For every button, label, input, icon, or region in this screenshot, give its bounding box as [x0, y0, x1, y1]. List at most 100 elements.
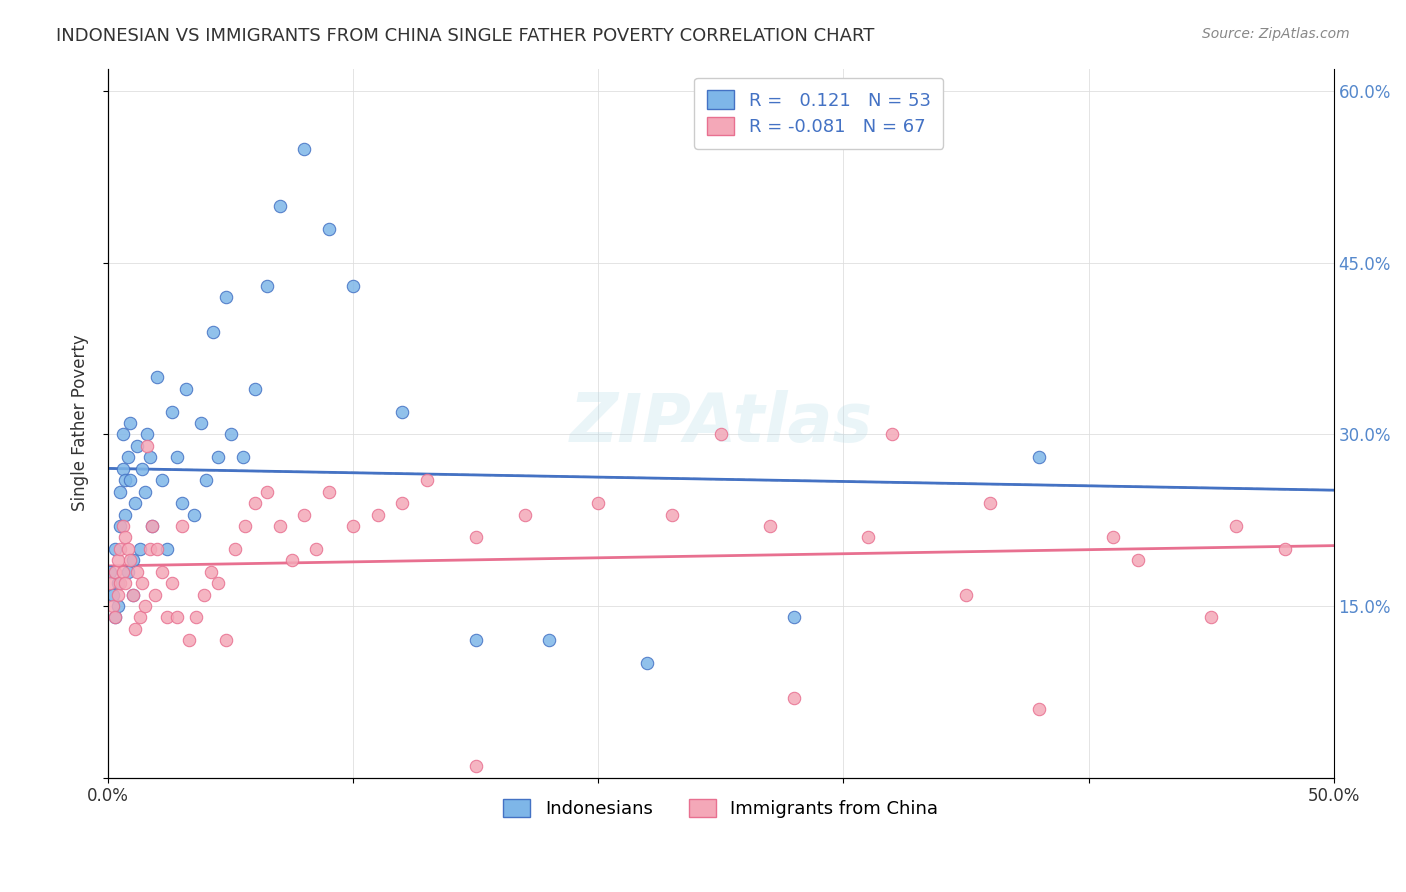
Point [117, 565, 139, 579]
Point [759, 519, 782, 533]
Point [342, 278, 364, 293]
Point [114, 473, 136, 487]
Point [141, 519, 163, 533]
Point [101, 599, 124, 613]
Point [121, 588, 143, 602]
Point [1225, 519, 1247, 533]
Point [138, 450, 160, 465]
Point [464, 759, 486, 773]
Point [118, 473, 141, 487]
Point [117, 541, 139, 556]
Point [111, 519, 134, 533]
Point [243, 496, 266, 510]
Point [170, 519, 193, 533]
Point [121, 553, 143, 567]
Point [214, 633, 236, 648]
Point [1126, 553, 1149, 567]
Point [979, 496, 1001, 510]
Point [636, 656, 658, 670]
Point [110, 519, 132, 533]
Point [190, 416, 212, 430]
Point [104, 541, 127, 556]
Point [156, 541, 179, 556]
Point [464, 530, 486, 544]
Point [128, 541, 150, 556]
Point [710, 427, 733, 442]
Point [118, 416, 141, 430]
Point [269, 199, 291, 213]
Point [136, 439, 159, 453]
Point [224, 541, 246, 556]
Point [110, 484, 132, 499]
Point [233, 519, 256, 533]
Point [107, 576, 129, 591]
Point [124, 496, 146, 510]
Point [292, 508, 315, 522]
Point [219, 427, 242, 442]
Point [256, 484, 278, 499]
Point [134, 484, 156, 499]
Point [150, 473, 173, 487]
Point [114, 530, 136, 544]
Point [160, 404, 183, 418]
Point [101, 588, 124, 602]
Point [1274, 541, 1296, 556]
Point [110, 541, 132, 556]
Point [415, 473, 437, 487]
Point [100, 565, 122, 579]
Point [391, 496, 413, 510]
Point [107, 588, 129, 602]
Point [118, 553, 141, 567]
Point [166, 610, 188, 624]
Point [256, 278, 278, 293]
Point [176, 382, 198, 396]
Point [281, 553, 304, 567]
Point [100, 576, 122, 591]
Point [292, 142, 315, 156]
Point [586, 496, 609, 510]
Point [127, 439, 149, 453]
Point [305, 541, 328, 556]
Point [391, 404, 413, 418]
Point [150, 565, 173, 579]
Point [114, 576, 136, 591]
Point [856, 530, 879, 544]
Point [538, 633, 561, 648]
Point [207, 450, 229, 465]
Point [146, 370, 169, 384]
Point [1028, 702, 1050, 716]
Point [955, 588, 977, 602]
Point [136, 427, 159, 442]
Point [131, 576, 153, 591]
Point [134, 599, 156, 613]
Point [232, 450, 254, 465]
Point [156, 610, 179, 624]
Point [177, 633, 200, 648]
Point [367, 508, 389, 522]
Text: Source: ZipAtlas.com: Source: ZipAtlas.com [1202, 27, 1350, 41]
Point [207, 576, 229, 591]
Point [121, 588, 143, 602]
Point [138, 541, 160, 556]
Point [111, 565, 134, 579]
Point [146, 541, 169, 556]
Point [1199, 610, 1222, 624]
Point [193, 588, 215, 602]
Point [104, 610, 127, 624]
Text: INDONESIAN VS IMMIGRANTS FROM CHINA SINGLE FATHER POVERTY CORRELATION CHART: INDONESIAN VS IMMIGRANTS FROM CHINA SING… [56, 27, 875, 45]
Point [160, 576, 183, 591]
Point [170, 496, 193, 510]
Point [166, 450, 188, 465]
Point [783, 690, 806, 705]
Point [882, 427, 904, 442]
Point [186, 610, 208, 624]
Point [104, 610, 127, 624]
Point [183, 508, 205, 522]
Point [107, 553, 129, 567]
Legend: Indonesians, Immigrants from China: Indonesians, Immigrants from China [496, 791, 946, 825]
Point [110, 576, 132, 591]
Point [269, 519, 291, 533]
Point [200, 565, 222, 579]
Point [107, 599, 129, 613]
Point [342, 519, 364, 533]
